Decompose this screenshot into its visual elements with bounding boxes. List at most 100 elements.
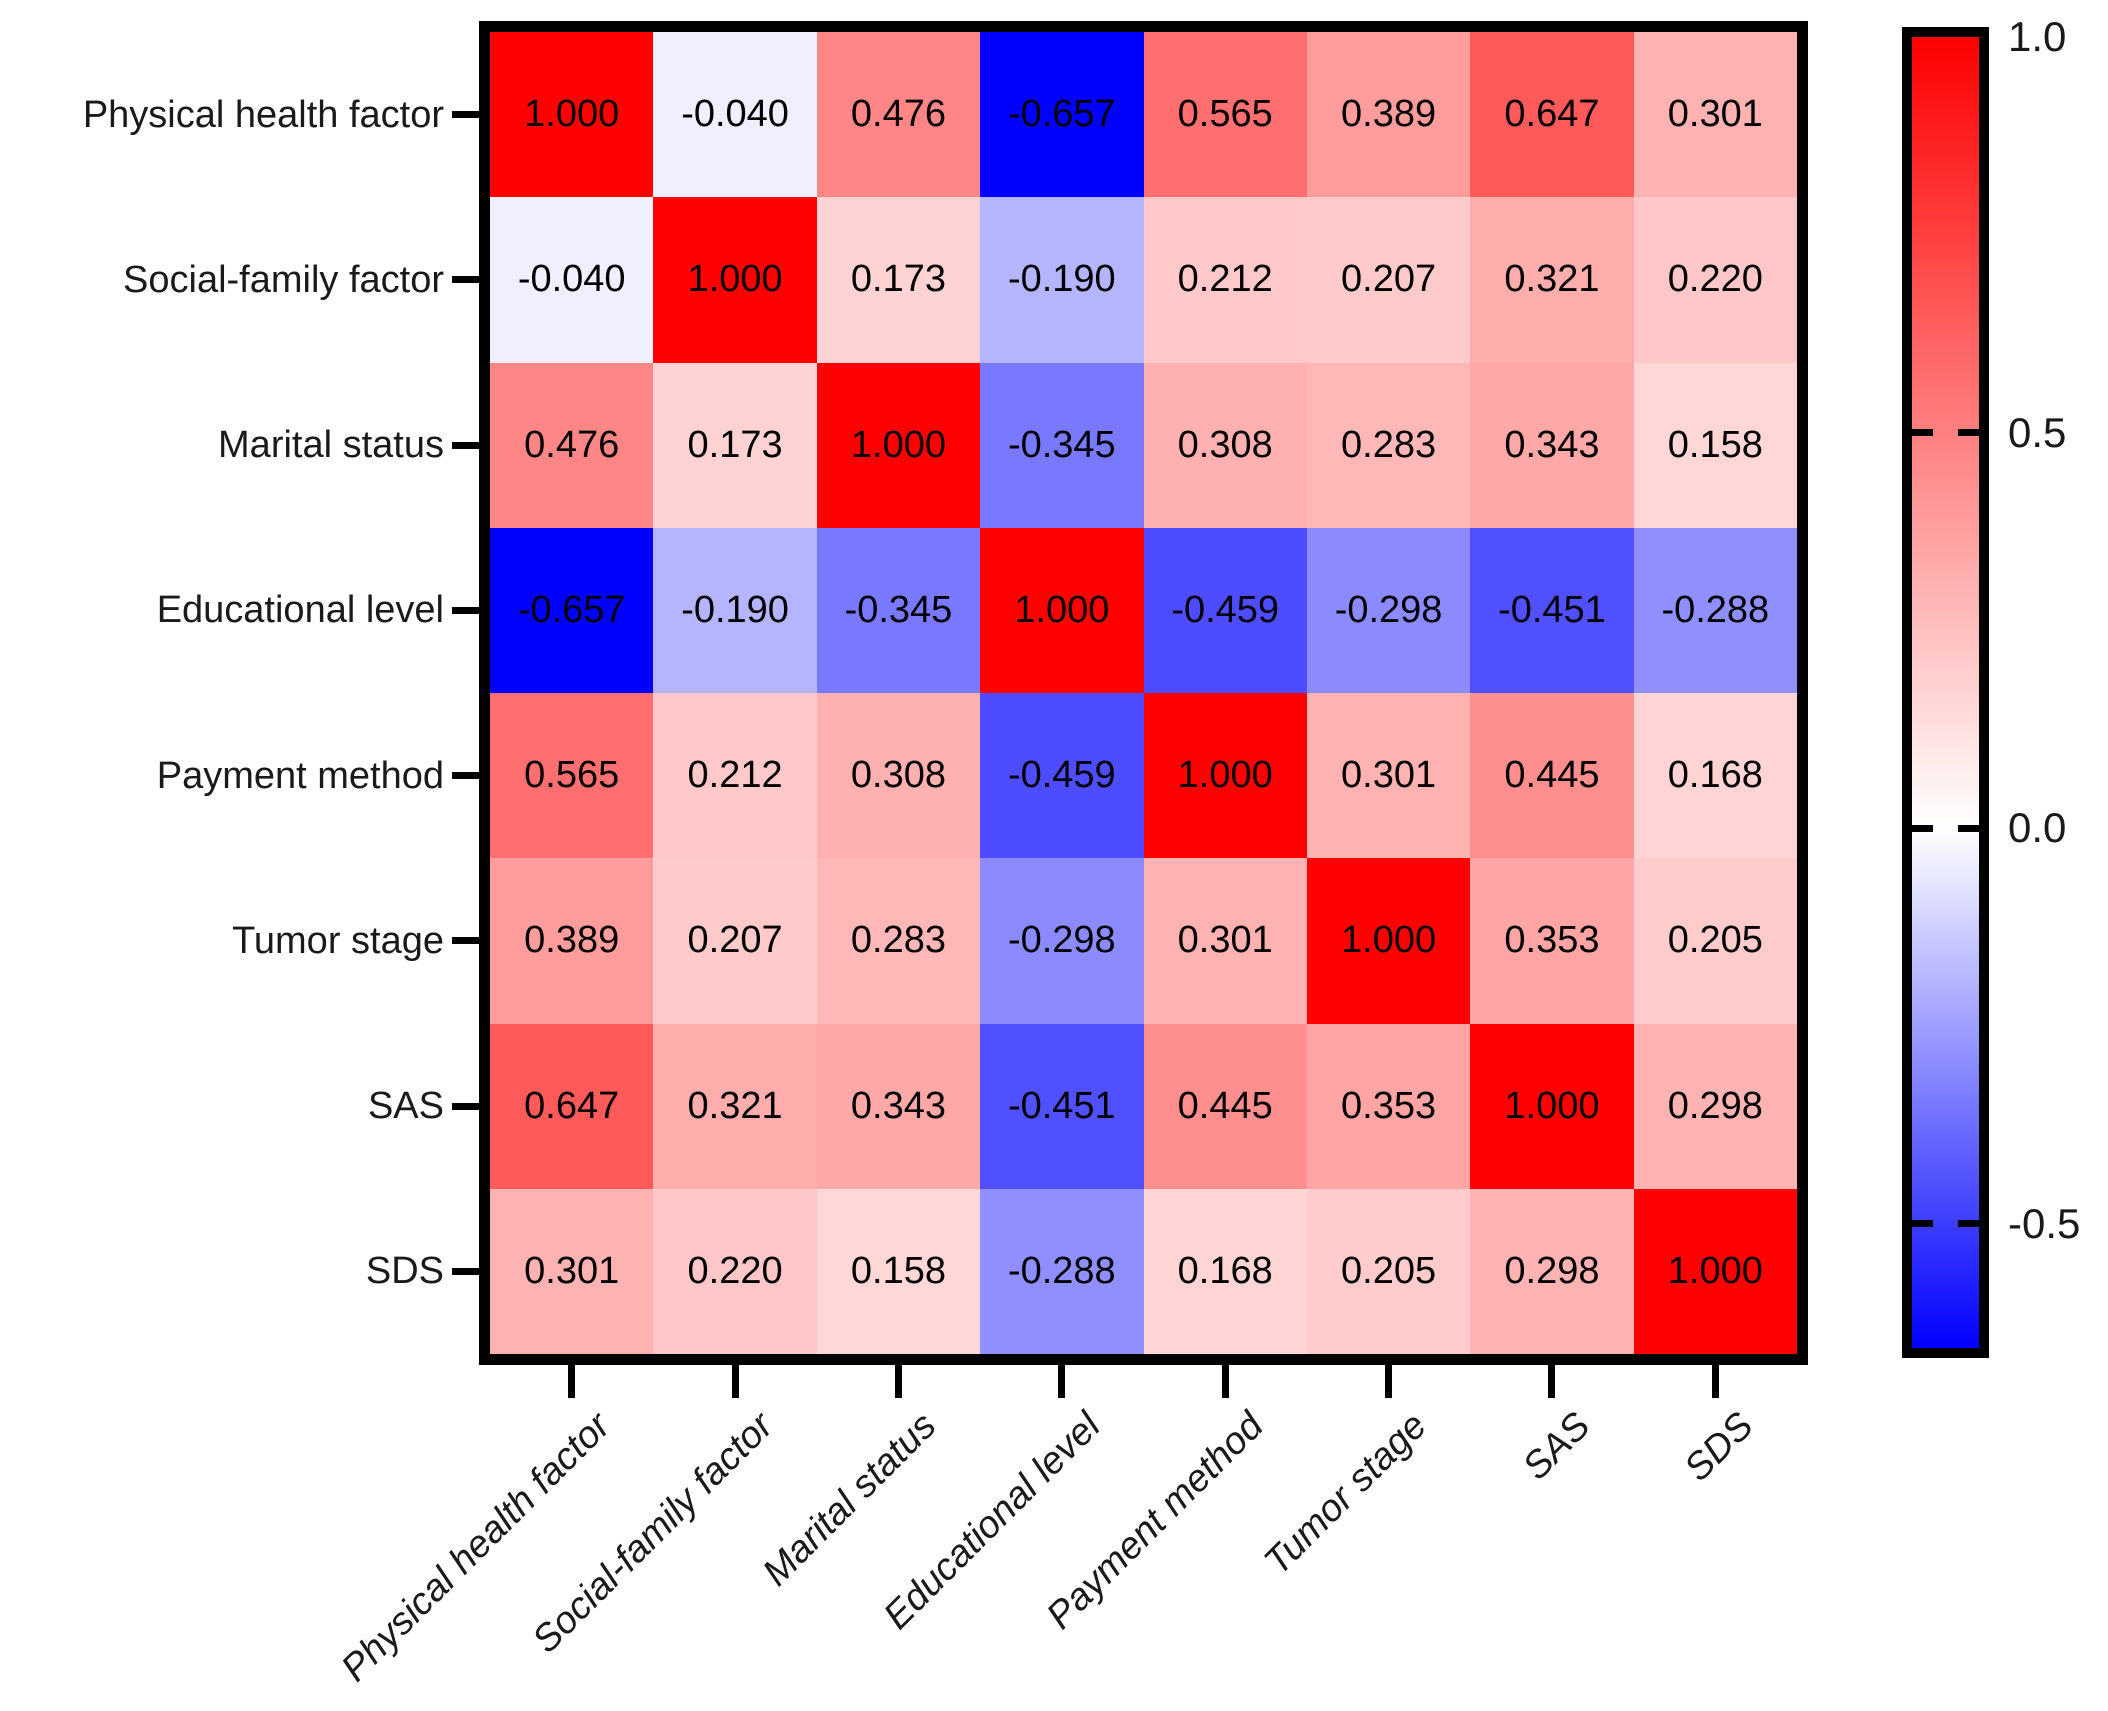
colorbar (1902, 27, 1989, 1358)
y-tick-mark (452, 606, 480, 614)
y-tick-label: Social-family factor (123, 258, 444, 301)
x-tick-mark (1711, 1364, 1719, 1398)
heatmap-cell: -0.190 (980, 197, 1144, 363)
heatmap-cell: 0.220 (653, 1188, 817, 1354)
heatmap-cell: 0.168 (1633, 693, 1797, 859)
y-tick-label: Marital status (218, 424, 444, 467)
heatmap-cell: 0.298 (1470, 1188, 1634, 1354)
heatmap-cell: 0.647 (490, 1023, 654, 1189)
y-tick-mark (452, 772, 480, 780)
colorbar-tick-mark (1958, 1220, 1979, 1228)
heatmap-cell: 0.445 (1470, 693, 1634, 859)
heatmap-cell: 0.283 (816, 858, 981, 1024)
heatmap-cell: -0.657 (980, 32, 1144, 198)
y-tick-label: Educational level (156, 589, 444, 632)
y-tick-mark (452, 276, 480, 284)
colorbar-tick-mark (1958, 824, 1979, 832)
heatmap-cell: 0.212 (653, 693, 817, 859)
x-tick-mark (568, 1364, 576, 1398)
heatmap-frame: 1.000 -0.040 0.476 -0.657 0.565 0.389 0.647 0.3… (479, 21, 1808, 1365)
heatmap-cell: 0.158 (1633, 362, 1797, 528)
heatmap-cell: 1.000 (816, 362, 981, 528)
heatmap-cell: 0.343 (816, 1023, 981, 1189)
heatmap-cell: 0.476 (816, 32, 981, 198)
heatmap-cell: -0.657 (490, 527, 654, 693)
heatmap-cell: 0.565 (1143, 32, 1307, 198)
x-tick-mark (1058, 1364, 1066, 1398)
x-tick-label: Tumor stage (1256, 1404, 1435, 1584)
colorbar-tick-mark (1912, 429, 1933, 437)
heatmap-cell: -0.298 (1306, 527, 1471, 693)
heatmap-cell: 0.205 (1633, 858, 1797, 1024)
colorbar-tick-label: 1.0 (2008, 13, 2067, 60)
heatmap-cell: -0.190 (653, 527, 817, 693)
heatmap-cell: -0.459 (980, 693, 1144, 859)
heatmap-cell: 0.168 (1143, 1188, 1307, 1354)
heatmap-cell: -0.288 (980, 1188, 1144, 1354)
x-tick-mark (894, 1364, 902, 1398)
colorbar-tick-label: -0.5 (2008, 1199, 2081, 1247)
x-tick-label: SDS (1676, 1404, 1762, 1490)
heatmap-cell: 0.212 (1143, 197, 1307, 363)
heatmap-cell: 0.321 (1470, 197, 1634, 363)
heatmap-cell: 0.308 (816, 693, 981, 859)
heatmap-cell: 0.283 (1306, 362, 1471, 528)
heatmap-cell: -0.298 (980, 858, 1144, 1024)
heatmap-cell: 0.389 (490, 858, 654, 1024)
colorbar-tick-mark (1958, 429, 1979, 437)
heatmap-cell: 0.220 (1633, 197, 1797, 363)
x-tick-mark (1385, 1364, 1393, 1398)
y-tick-mark (452, 111, 480, 119)
heatmap-cell: 0.301 (1633, 32, 1797, 198)
heatmap-cell: -0.345 (980, 362, 1144, 528)
heatmap-cell: 1.000 (1470, 1023, 1634, 1189)
heatmap-cell: 0.353 (1306, 1023, 1471, 1189)
heatmap-cell: 0.173 (816, 197, 981, 363)
heatmap-grid: 1.000 -0.040 0.476 -0.657 0.565 0.389 0.647 0.3… (490, 32, 1797, 1354)
y-tick-label: Payment method (156, 754, 444, 797)
heatmap-cell: -0.459 (1143, 527, 1307, 693)
heatmap-cell: 1.000 (1306, 858, 1471, 1024)
colorbar-tick-label: 0.0 (2008, 804, 2067, 852)
heatmap-cell: 0.158 (816, 1188, 981, 1354)
heatmap-cell: 0.207 (653, 858, 817, 1024)
heatmap-cell: -0.288 (1633, 527, 1797, 693)
heatmap-cell: 0.389 (1306, 32, 1471, 198)
heatmap-cell: 0.647 (1470, 32, 1634, 198)
colorbar-tick-mark (1912, 1220, 1933, 1228)
heatmap-cell: 0.476 (490, 362, 654, 528)
x-tick-mark (1221, 1364, 1229, 1398)
heatmap-cell: 1.000 (653, 197, 817, 363)
heatmap-cell: 0.205 (1306, 1188, 1471, 1354)
colorbar-tick-mark (1912, 824, 1933, 832)
y-tick-mark (452, 1102, 480, 1110)
heatmap-cell: 0.298 (1633, 1023, 1797, 1189)
heatmap-cell: -0.345 (816, 527, 981, 693)
heatmap-cell: 0.301 (1143, 858, 1307, 1024)
y-tick-label: Tumor stage (232, 919, 444, 962)
heatmap-cell: 0.445 (1143, 1023, 1307, 1189)
heatmap-cell: 0.301 (490, 1188, 654, 1354)
heatmap-cell: -0.451 (980, 1023, 1144, 1189)
heatmap-cell: 0.173 (653, 362, 817, 528)
heatmap-cell: 0.343 (1470, 362, 1634, 528)
heatmap-cell: 1.000 (1143, 693, 1307, 859)
y-tick-mark (452, 937, 480, 945)
heatmap-cell: 0.353 (1470, 858, 1634, 1024)
heatmap-cell: 0.207 (1306, 197, 1471, 363)
heatmap-cell: 0.321 (653, 1023, 817, 1189)
x-tick-mark (731, 1364, 739, 1398)
heatmap-cell: 0.301 (1306, 693, 1471, 859)
heatmap-cell: 0.565 (490, 693, 654, 859)
colorbar-tick-label: 0.5 (2008, 408, 2067, 456)
heatmap-cell: -0.040 (490, 197, 654, 363)
x-tick-label: Physical health factor (332, 1404, 619, 1690)
y-tick-label: SDS (365, 1250, 444, 1293)
x-tick-label: SAS (1514, 1404, 1599, 1489)
x-tick-mark (1548, 1364, 1556, 1398)
heatmap-cell: 1.000 (1633, 1188, 1797, 1354)
heatmap-cell: 1.000 (980, 527, 1144, 693)
heatmap-cell: -0.451 (1470, 527, 1634, 693)
y-tick-label: SAS (367, 1085, 444, 1128)
